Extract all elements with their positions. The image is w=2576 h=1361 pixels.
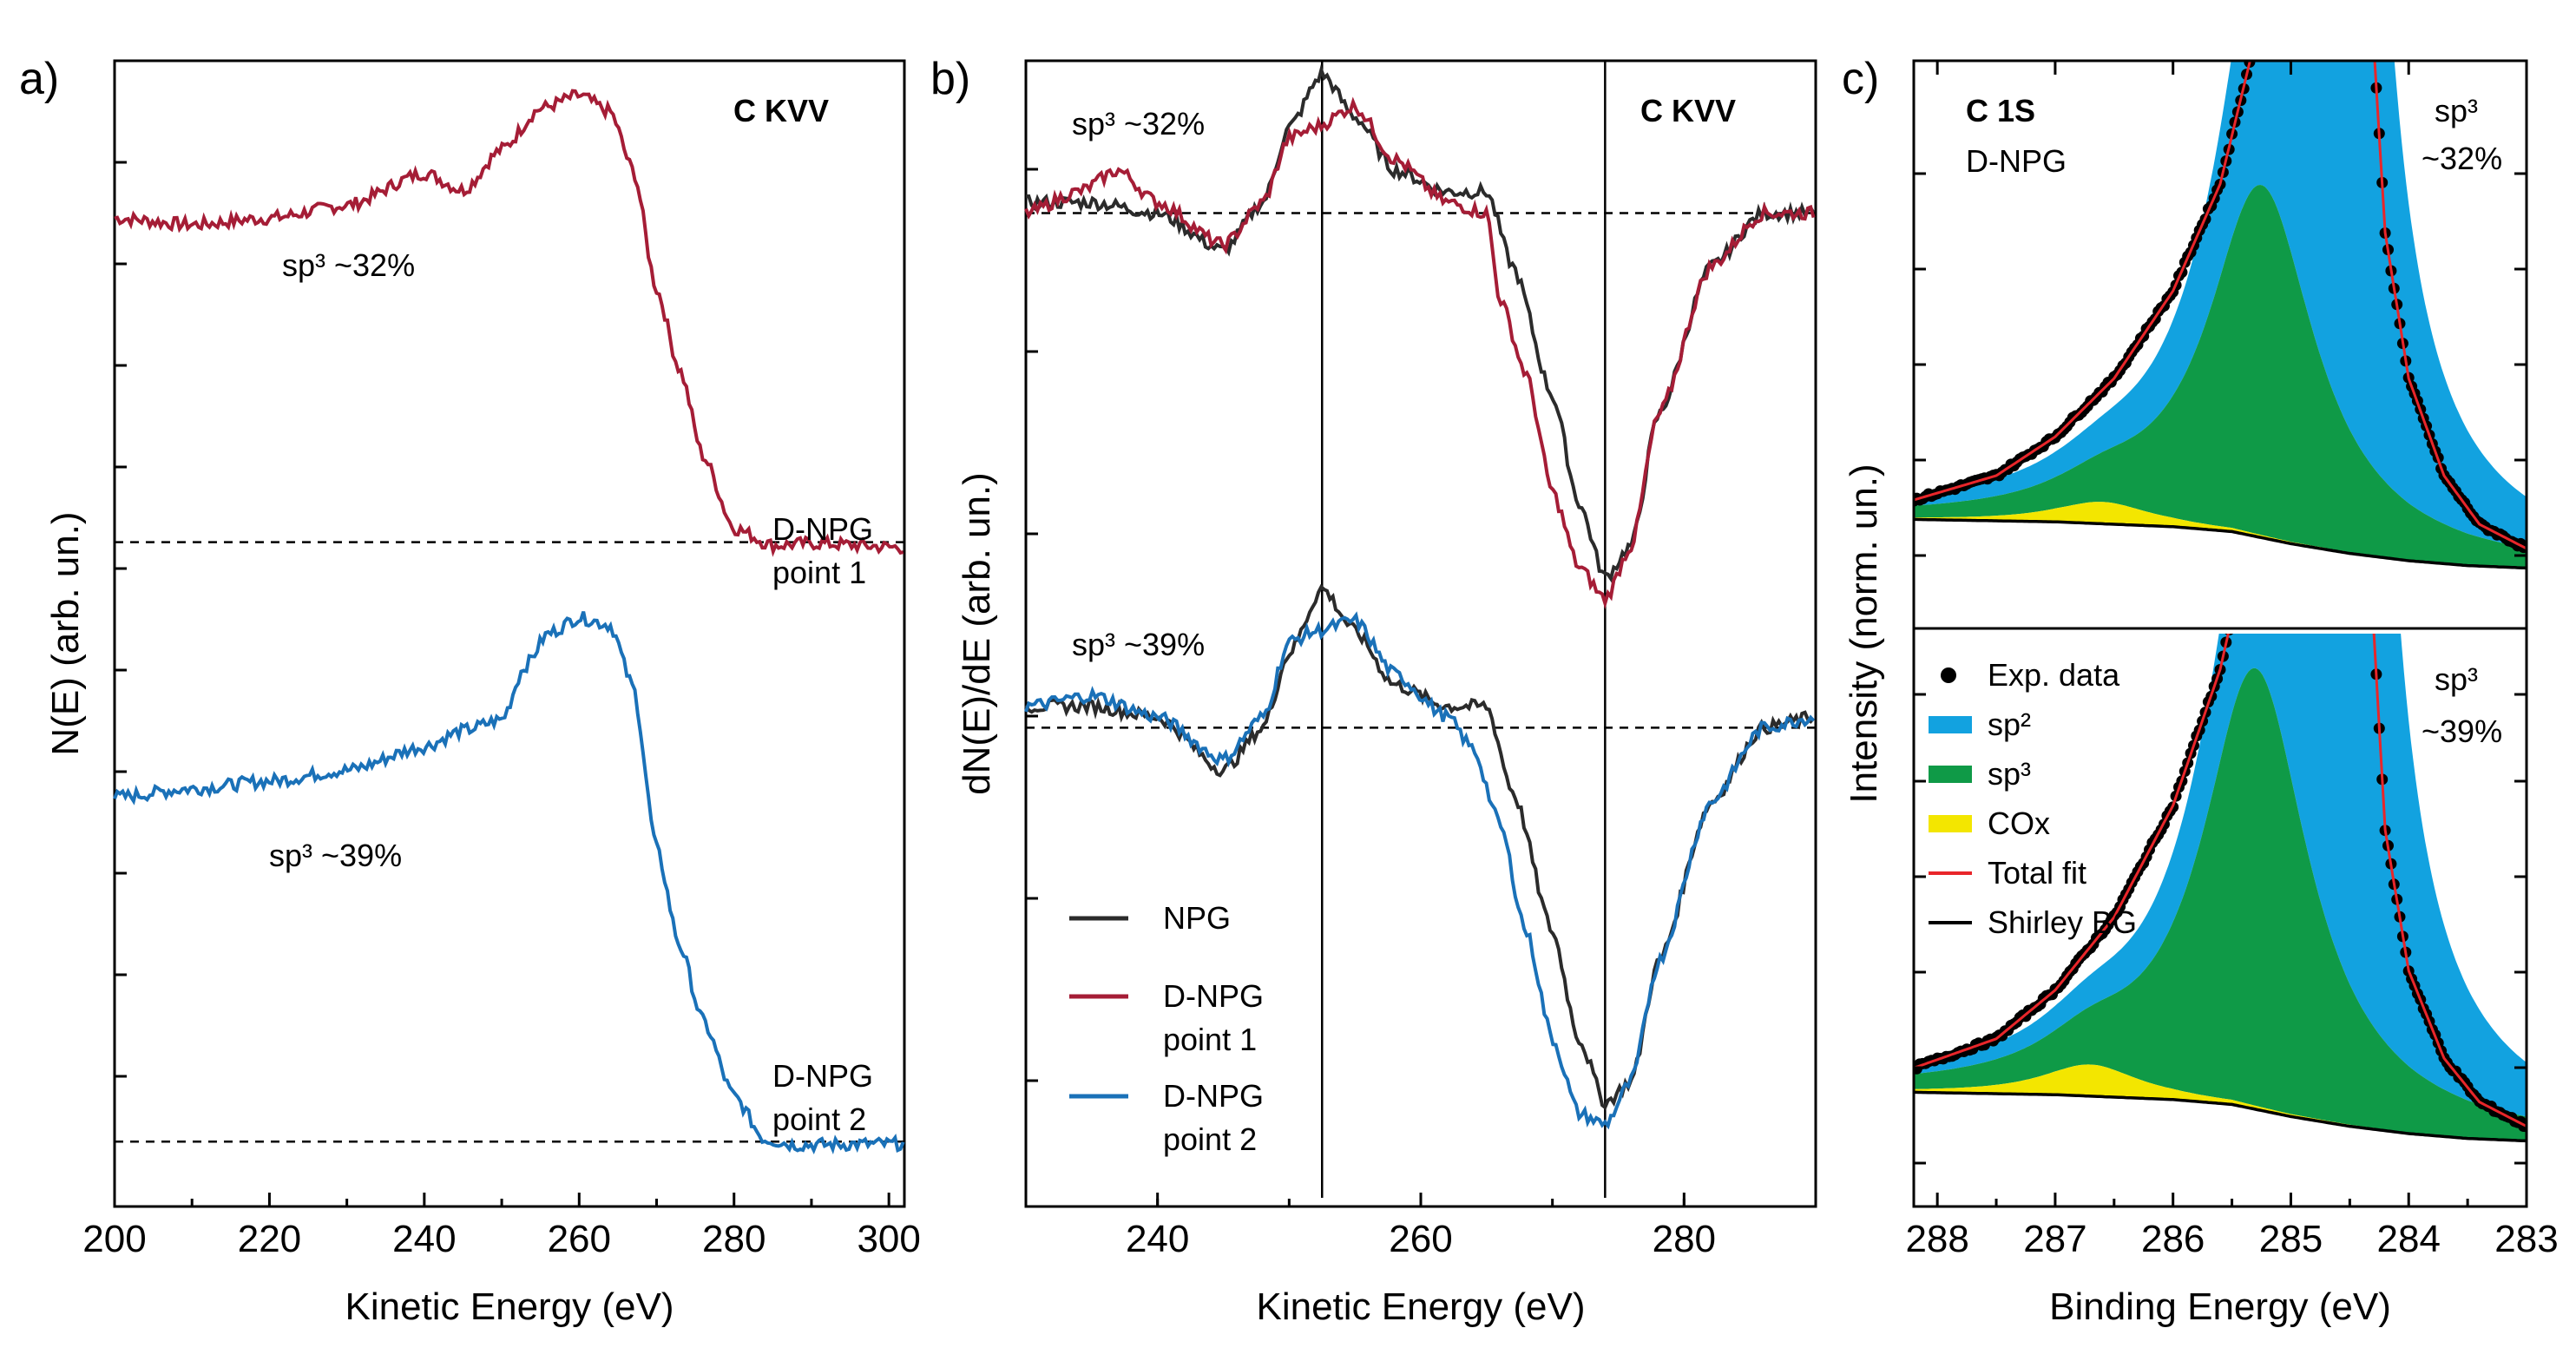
panel-c-legend-swatch	[1929, 716, 1972, 733]
panel-c-ylabel: Intensity (norm. un.)	[1843, 464, 1885, 803]
panel-b-series-4	[1024, 611, 1816, 1130]
panel-b-xtick-label: 260	[1389, 1218, 1452, 1260]
panel-c-xlabel: Binding Energy (eV)	[2049, 1285, 2391, 1328]
panel-a-xtick-label: 300	[857, 1218, 920, 1260]
panel-c-legend-label: COx	[1988, 805, 2050, 841]
panel-c-bottom-data-point	[2232, 587, 2244, 598]
panel-a-xtick-label: 220	[238, 1218, 301, 1260]
panel-c-legend-label: Shirley BG	[1988, 904, 2137, 940]
panel-b-xtick-label: 280	[1653, 1218, 1716, 1260]
panel-c-top-cox-area	[1914, 502, 2527, 569]
panel-b-xlabel: Kinetic Energy (eV)	[1256, 1285, 1585, 1328]
panel-c-label: c)	[1842, 54, 1879, 104]
panel-b-sp3-label-2: sp³ ~39%	[1072, 627, 1205, 662]
panel-c-bottom-data-point	[2235, 575, 2246, 586]
panel-a-ticks: 200 220 240 260 280 300	[82, 161, 921, 1260]
panel-c-top-sp3-value: ~32%	[2422, 141, 2502, 176]
panel-c-legend: Exp. data sp² sp³ COx Total fit Shirley BG	[1929, 657, 2137, 940]
panel-a-label: a)	[19, 54, 59, 104]
panel-b-series-1	[1025, 63, 1816, 583]
panel-c-bottom-sp2-area	[1914, 634, 2527, 1117]
panel-b: 240 260 280 C KVV sp³ ~32% sp³ ~39% NPG D-N…	[956, 59, 1817, 1328]
panel-c-bottom-data-point	[2338, 0, 2349, 10]
panel-c-top-sp2-area	[1914, 61, 2527, 549]
panel-c-bottom-data-point	[2294, 16, 2305, 28]
panel-c-ticks: 288 287 286 285 284 283	[1905, 61, 2559, 1260]
panel-a-sp3-label-2: sp³ ~39%	[269, 838, 402, 873]
panel-c-frame	[1912, 59, 2528, 1208]
panel-c-legend-swatch	[1929, 766, 1972, 783]
panel-c-legend-label: sp³	[1988, 756, 2031, 792]
panel-a: 200 220 240 260 280 300 C KVV sp³ ~32% sp³ ~3…	[44, 59, 921, 1328]
panel-c-bottom-sp3-value: ~39%	[2422, 713, 2502, 749]
panel-b-sp3-label-1: sp³ ~32%	[1072, 106, 1205, 141]
panel-b-ticks: 240 260 280	[1024, 168, 1817, 1260]
panel-c-legend-label: sp²	[1988, 707, 2031, 742]
panel-b-legend-label: NPG	[1163, 900, 1231, 936]
panel-a-series-1	[114, 89, 904, 557]
panel-c-top-sp3-label: sp³	[2435, 93, 2478, 128]
panel-a-xlabel: Kinetic Energy (eV)	[345, 1285, 674, 1328]
panel-a-xtick-label: 280	[702, 1218, 766, 1260]
panel-a-xtick-label: 200	[82, 1218, 146, 1260]
panel-c-xtick-label: 286	[2141, 1218, 2205, 1260]
panel-b-series-2	[1024, 96, 1816, 609]
panel-c-top-plot	[1914, 8, 2527, 570]
panel-a-xtick-label: 260	[548, 1218, 611, 1260]
panel-c-title: C 1S	[1966, 93, 2035, 128]
panel-a-label-point1-line1: D-NPG	[772, 511, 873, 547]
panel-c-top-data-point	[2368, 32, 2379, 43]
panel-c-xtick-label: 283	[2494, 1218, 2558, 1260]
panel-c-bottom-data-point	[2238, 559, 2250, 570]
panel-c-bottom-data-point	[2241, 547, 2252, 558]
panel-b-label: b)	[930, 54, 970, 104]
panel-c-legend-label: Exp. data	[1988, 657, 2120, 693]
panel-c-bottom-data-point	[2230, 598, 2241, 609]
panel-a-xtick-label: 240	[392, 1218, 456, 1260]
panel-a-frame	[113, 59, 906, 1208]
panel-c-top-shirley-line	[1914, 517, 2527, 570]
panel-c-top-data-point	[2247, 46, 2258, 57]
panel-c-bottom-total-fit	[1914, 634, 2527, 1128]
panel-b-title: C KVV	[1640, 93, 1736, 128]
panel-b-ylabel: dN(E)/dE (arb. un.)	[956, 472, 998, 795]
panel-c-legend-label: Total fit	[1988, 855, 2086, 891]
panel-a-series-2	[113, 611, 905, 1155]
panel-a-label-point2-line1: D-NPG	[772, 1058, 873, 1094]
panel-a-ylabel: N(E) (arb. un.)	[44, 511, 87, 755]
panel-c-bottom-plot	[1914, 0, 2527, 1143]
panel-a-label-point1-line2: point 1	[772, 555, 866, 590]
panel-b-series	[1024, 61, 1816, 1198]
panel-c-legend-dot	[1941, 667, 1956, 683]
panel-c: 288 287 286 285 284 283 C 1S D-NPG sp³ ~32% s…	[1843, 0, 2559, 1328]
panel-c-top-data-point	[2253, 8, 2264, 19]
panel-c-bottom-data-point	[2365, 566, 2376, 577]
panel-c-bottom-sp3-area	[1914, 667, 2527, 1141]
panel-c-xtick-label: 288	[1905, 1218, 1968, 1260]
panel-c-legend-swatch	[1929, 815, 1972, 832]
panel-b-legend: NPG D-NPG point 1 D-NPG point 2	[1069, 900, 1264, 1157]
panel-b-legend-label: D-NPG	[1163, 978, 1264, 1014]
panel-b-legend-label-line2: point 1	[1163, 1022, 1257, 1057]
panel-b-legend-label-line2: point 2	[1163, 1121, 1257, 1157]
panel-c-bottom-sp3-label: sp³	[2435, 661, 2478, 697]
panel-c-bottom-shirley-line	[1914, 1090, 2527, 1143]
panel-c-top-total-fit	[1914, 61, 2527, 550]
panel-a-sp3-label-1: sp³ ~32%	[282, 247, 415, 283]
panel-b-xtick-label: 240	[1126, 1218, 1189, 1260]
panel-c-top-data-point	[2250, 33, 2261, 44]
panel-a-label-point2-line2: point 2	[772, 1101, 866, 1137]
panel-c-subtitle: D-NPG	[1966, 143, 2067, 179]
panel-c-top-sp3-area	[1914, 185, 2527, 568]
panel-c-bottom-data-point	[2226, 610, 2238, 621]
panel-c-xtick-label: 284	[2377, 1218, 2441, 1260]
panel-c-xtick-label: 287	[2023, 1218, 2086, 1260]
panel-b-legend-label: D-NPG	[1163, 1078, 1264, 1114]
panel-a-series	[113, 89, 905, 1155]
panel-c-xtick-label: 285	[2259, 1218, 2323, 1260]
panel-a-title: C KVV	[733, 93, 829, 128]
